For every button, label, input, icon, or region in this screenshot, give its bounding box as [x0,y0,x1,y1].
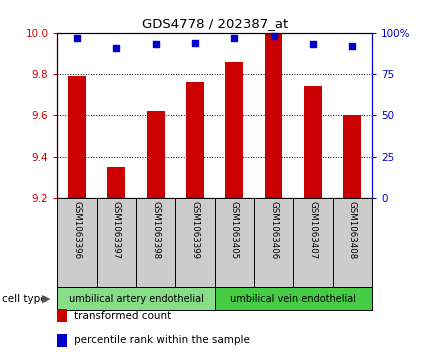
Point [349,43,356,49]
Text: umbilical artery endothelial: umbilical artery endothelial [68,294,204,303]
Bar [186,82,204,198]
Bar [68,76,86,198]
Point [192,40,198,45]
Text: ▶: ▶ [42,294,50,303]
Point [231,35,238,41]
Bar [304,86,322,198]
Bar [215,287,372,310]
Text: GSM1063405: GSM1063405 [230,200,239,259]
Text: GSM1063407: GSM1063407 [309,200,317,259]
Text: cell type: cell type [2,294,47,303]
Text: GSM1063406: GSM1063406 [269,200,278,259]
Point [74,35,80,41]
Point [152,41,159,47]
Bar [225,62,243,198]
Bar [343,115,361,198]
Text: umbilical vein endothelial: umbilical vein endothelial [230,294,356,303]
Text: GSM1063398: GSM1063398 [151,200,160,258]
Bar [265,33,283,198]
Text: GSM1063408: GSM1063408 [348,200,357,259]
Title: GDS4778 / 202387_at: GDS4778 / 202387_at [142,17,288,30]
Point [270,33,277,39]
Text: GSM1063396: GSM1063396 [73,200,82,258]
Bar [108,167,125,198]
Text: GSM1063397: GSM1063397 [112,200,121,258]
Point [113,45,120,50]
Bar [147,111,164,198]
Text: transformed count: transformed count [74,311,171,321]
Text: percentile rank within the sample: percentile rank within the sample [74,335,249,346]
Text: GSM1063399: GSM1063399 [190,200,199,258]
Bar [57,287,215,310]
Point [309,41,316,47]
